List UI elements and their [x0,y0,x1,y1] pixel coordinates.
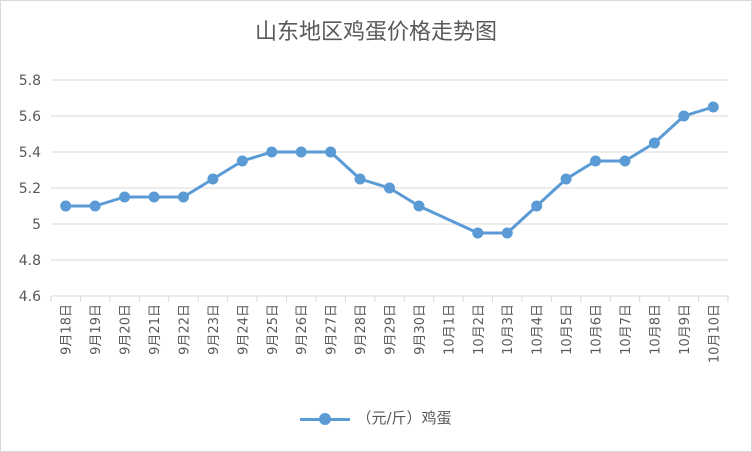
data-point [384,182,395,194]
data-point [619,155,631,167]
data-point [413,200,425,212]
data-point [266,146,278,158]
x-tick-label: 9月20日 [119,304,134,355]
series-line [65,105,714,235]
data-point [560,173,572,185]
data-point [472,227,484,239]
data-point [590,155,602,167]
x-tick-label: 10月3日 [501,304,516,355]
data-point [678,110,690,122]
x-tick-label: 10月10日 [707,304,722,363]
x-tick-label: 9月27日 [325,304,340,355]
x-tick-label: 10月5日 [560,304,575,355]
x-tick-label: 9月23日 [207,304,222,355]
x-tick-label: 9月19日 [89,304,104,355]
legend: （元/斤）鸡蛋 [0,407,752,428]
data-point [354,173,366,185]
data-point [207,173,219,185]
x-tick-label: 10月1日 [442,304,457,355]
data-point [648,137,660,149]
x-tick-label: 9月28日 [354,304,369,355]
data-point [236,155,248,167]
y-tick-label: 5.4 [19,145,41,161]
data-point [295,146,307,158]
x-tick-label: 10月9日 [678,304,693,355]
data-point [531,200,543,212]
x-tick-label: 9月29日 [384,304,399,355]
x-tick-label: 9月21日 [148,304,163,355]
data-point [89,200,101,212]
x-tick-label: 9月30日 [413,304,428,355]
x-tick-label: 10月6日 [590,304,605,355]
x-tick-label: 10月4日 [531,304,546,355]
x-tick-label: 9月18日 [60,304,75,355]
chart-title: 山东地区鸡蛋价格走势图 [254,20,497,45]
data-point [501,227,513,239]
data-point [60,200,72,212]
x-tick-label: 10月7日 [619,304,634,355]
data-point [148,191,160,203]
y-tick-label: 5.2 [19,181,41,197]
x-tick-label: 9月26日 [295,304,310,355]
x-tick-label: 9月22日 [177,304,192,355]
legend-label: （元/斤）鸡蛋 [356,409,452,427]
data-point [707,101,719,113]
x-tick-label: 9月25日 [266,304,281,355]
y-tick-label: 5.8 [19,73,41,89]
y-tick-label: 4.8 [19,253,41,269]
x-tick-label: 10月2日 [472,304,487,355]
data-point [177,191,189,203]
legend-line-marker-icon [300,412,351,426]
data-point [119,191,131,203]
data-point [325,146,337,158]
y-tick-label: 5 [32,217,41,233]
y-tick-label: 5.6 [19,109,41,125]
x-tick-label: 10月8日 [648,304,663,355]
y-tick-label: 4.6 [19,289,41,305]
x-tick-label: 9月24日 [236,304,251,355]
